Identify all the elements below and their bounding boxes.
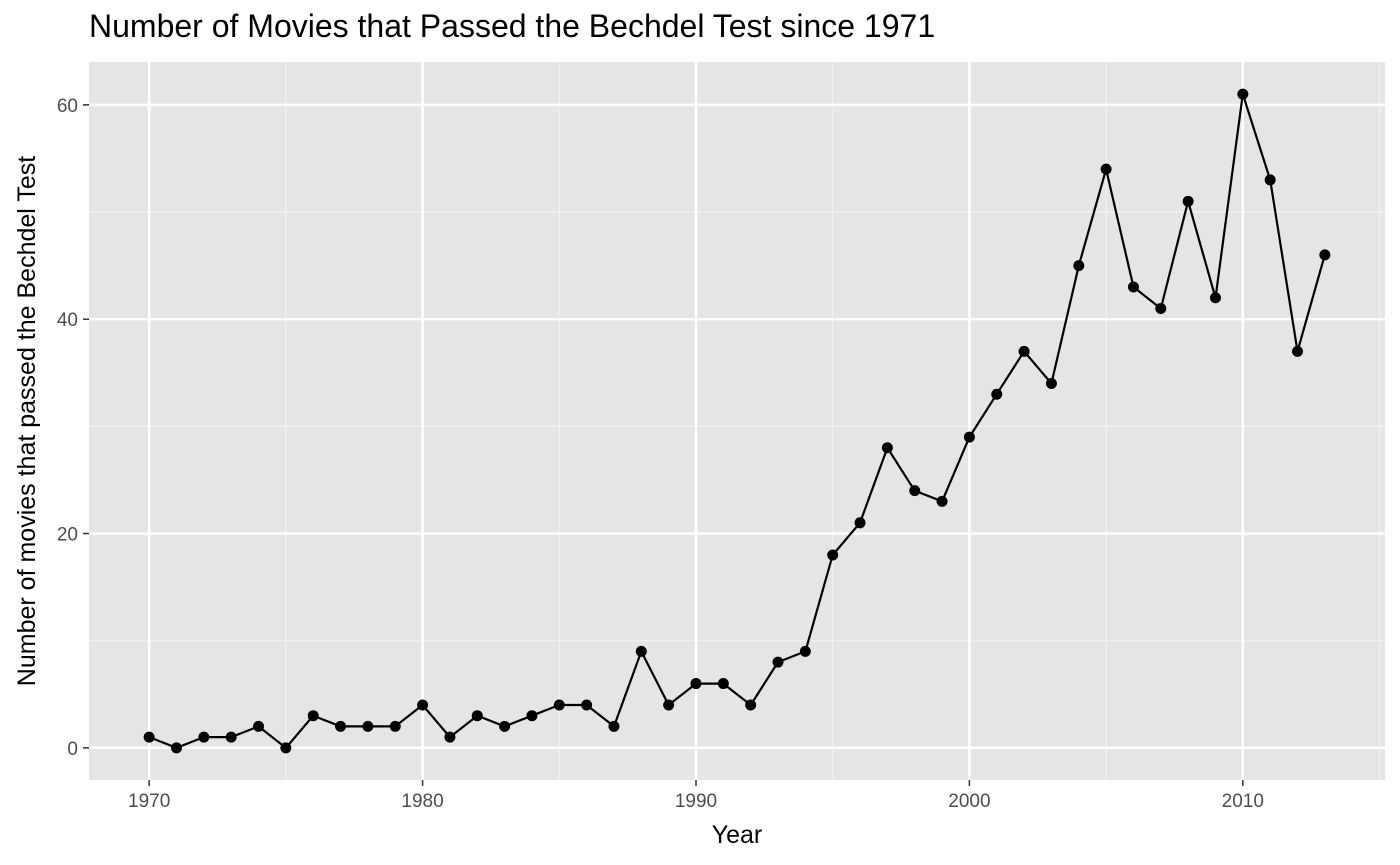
data-point: [1045, 377, 1057, 389]
plot-panel: [89, 62, 1385, 780]
data-point: [772, 656, 784, 668]
y-axis-title: Number of movies that passed the Bechdel…: [13, 156, 41, 686]
minor-gridlines: [89, 62, 1385, 780]
data-point: [690, 678, 702, 690]
data-point: [936, 495, 948, 507]
data-point: [499, 720, 511, 732]
x-tick-label: 1970: [128, 791, 170, 812]
y-tick-label: 0: [67, 739, 78, 760]
data-point: [854, 517, 866, 529]
data-point: [1237, 88, 1249, 100]
data-point: [526, 710, 538, 722]
chart-title: Number of Movies that Passed the Bechdel…: [89, 8, 936, 44]
data-point: [1100, 163, 1112, 175]
data-point: [909, 485, 921, 497]
data-point: [417, 699, 429, 711]
major-gridlines: [89, 62, 1385, 780]
data-point: [471, 710, 483, 722]
series-layer: [143, 88, 1331, 754]
data-point: [1073, 260, 1085, 272]
y-tick-label: 20: [57, 525, 78, 546]
y-tick-label: 60: [57, 96, 78, 117]
data-point: [1264, 174, 1276, 186]
data-point: [963, 431, 975, 443]
x-axis-title: Year: [712, 821, 763, 849]
data-point: [991, 388, 1003, 400]
data-point: [1292, 345, 1304, 357]
data-point: [663, 699, 675, 711]
data-point: [553, 699, 565, 711]
data-point: [1155, 302, 1167, 314]
data-point: [335, 720, 347, 732]
data-point: [198, 731, 210, 743]
data-point: [581, 699, 593, 711]
data-point: [799, 645, 811, 657]
x-tick-label: 1980: [401, 791, 443, 812]
data-point: [389, 720, 401, 732]
data-point: [635, 645, 647, 657]
data-point: [170, 742, 182, 754]
x-tick-label: 2010: [1222, 791, 1264, 812]
x-tick-label: 2000: [948, 791, 990, 812]
data-point: [1127, 281, 1139, 293]
data-point: [1319, 249, 1331, 261]
data-point: [608, 720, 620, 732]
data-point: [1209, 292, 1221, 304]
data-point: [307, 710, 319, 722]
data-point: [1018, 345, 1030, 357]
data-point: [745, 699, 757, 711]
data-point: [253, 720, 265, 732]
x-tick-label: 1990: [675, 791, 717, 812]
data-point: [143, 731, 155, 743]
data-point: [280, 742, 292, 754]
data-point: [1182, 195, 1194, 207]
data-point: [827, 549, 839, 561]
axes: 1970 1980 1990 2000 2010 0 20 40 60: [57, 96, 1264, 812]
data-point: [362, 720, 374, 732]
data-point: [444, 731, 456, 743]
data-point: [881, 442, 893, 454]
data-point: [225, 731, 237, 743]
data-point: [717, 678, 729, 690]
y-tick-label: 40: [57, 310, 78, 331]
